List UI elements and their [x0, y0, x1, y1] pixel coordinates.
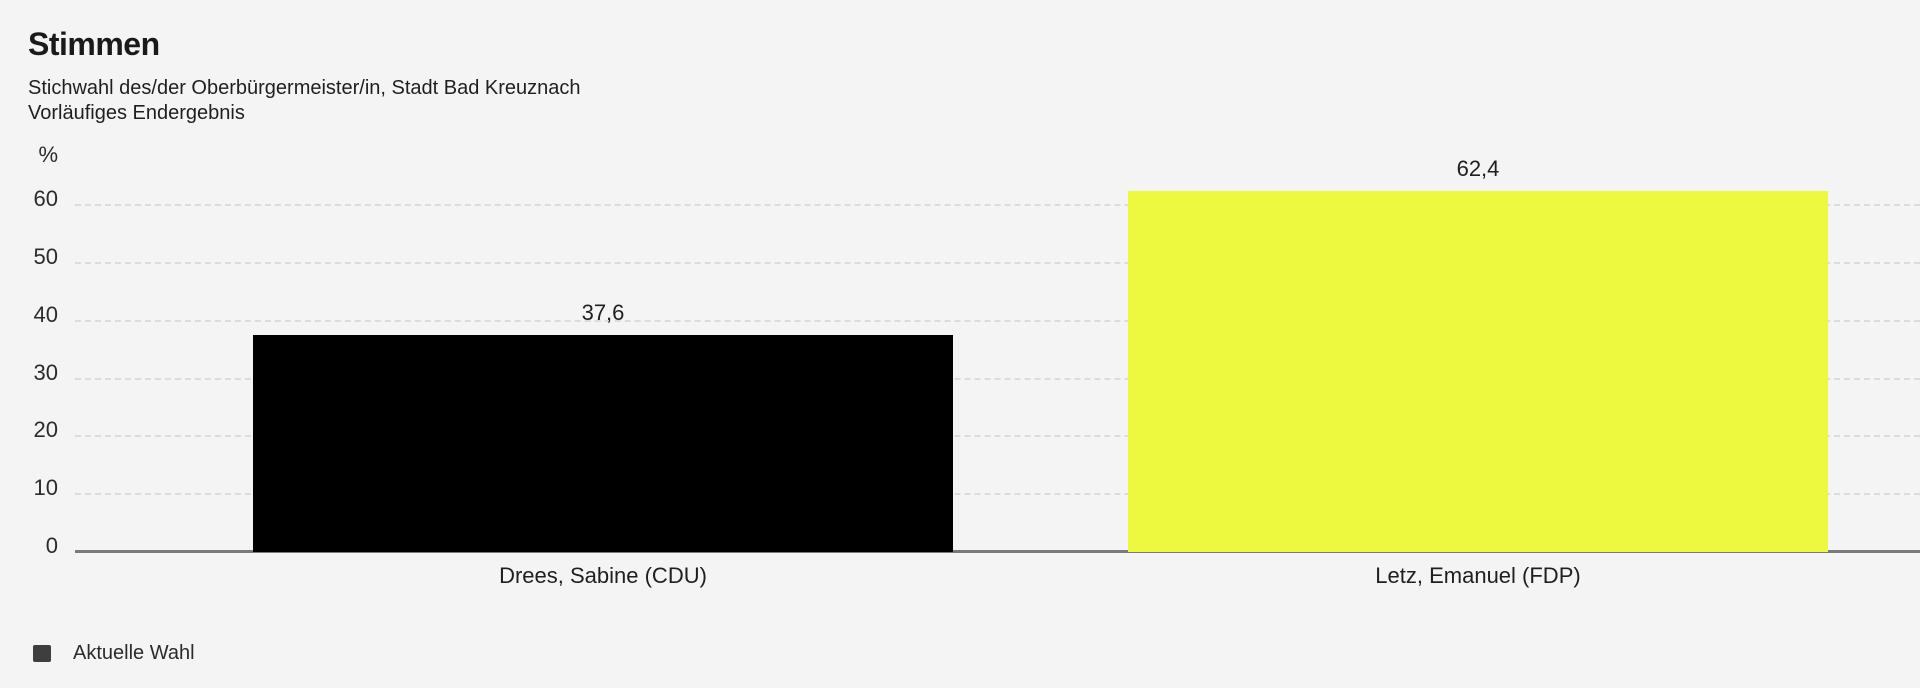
chart-title: Stimmen: [28, 26, 160, 62]
legend: Aktuelle Wahl: [33, 642, 195, 664]
chart-subtitle-line-2: Vorläufiges Endergebnis: [28, 102, 245, 124]
gridline-30: [75, 378, 1920, 380]
gridline-20: [75, 435, 1920, 437]
y-tick-label-30: 30: [33, 360, 58, 385]
y-tick-label-50: 50: [33, 244, 58, 269]
y-axis-unit-label: %: [38, 142, 58, 167]
bar-drees-sabine-cdu[interactable]: [253, 335, 953, 552]
legend-label: Aktuelle Wahl: [73, 642, 195, 664]
y-tick-label-40: 40: [33, 302, 58, 327]
y-tick-label-10: 10: [33, 475, 58, 500]
bar-value-label-fdp: 62,4: [1456, 156, 1500, 181]
chart-subtitle: Stichwahl des/der Oberbürgermeister/in, …: [28, 76, 581, 126]
bar-letz-emanuel-fdp[interactable]: [1128, 191, 1828, 552]
y-tick-label-20: 20: [33, 417, 58, 442]
gridline-50: [75, 262, 1920, 264]
bar-category-label-fdp: Letz, Emanuel (FDP): [1375, 563, 1581, 588]
bar-value-label-cdu: 37,6: [581, 300, 625, 325]
y-tick-label-0: 0: [45, 533, 58, 558]
chart-subtitle-line-1: Stichwahl des/der Oberbürgermeister/in, …: [28, 77, 581, 99]
legend-swatch: [33, 644, 51, 662]
gridline-60: [75, 204, 1920, 206]
x-axis-line: [75, 550, 1920, 553]
gridline-10: [75, 493, 1920, 495]
bar-category-label-cdu: Drees, Sabine (CDU): [499, 563, 707, 588]
gridline-40: [75, 320, 1920, 322]
y-tick-label-60: 60: [33, 186, 58, 211]
